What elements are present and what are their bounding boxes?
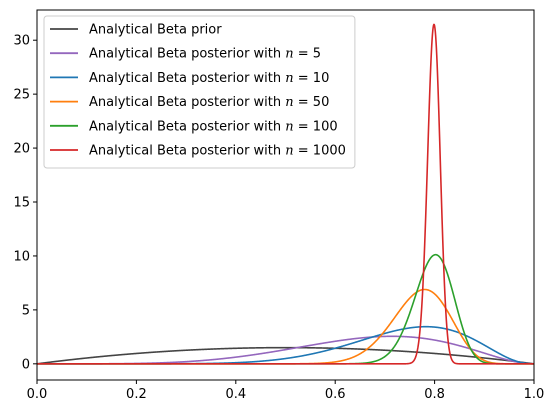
x-axis: 0.0 0.2 0.4 0.6 0.8 1.0 — [27, 380, 545, 402]
y-tick-label: 20 — [13, 142, 30, 157]
legend-label-5: Analytical Beta posterior with n = 1000 — [89, 144, 346, 159]
x-tick-label: 0.0 — [27, 387, 48, 402]
y-tick-label: 25 — [13, 88, 30, 103]
x-tick-label: 0.2 — [126, 387, 147, 402]
legend-label-2: Analytical Beta posterior with n = 10 — [89, 71, 329, 86]
y-tick-label: 30 — [13, 34, 30, 49]
x-tick-label: 0.8 — [424, 387, 445, 402]
series-line-5 — [36, 23, 535, 365]
y-tick-label: 15 — [13, 196, 30, 211]
legend-label-3: Analytical Beta posterior with n = 50 — [89, 95, 329, 110]
series-line-0 — [36, 346, 535, 365]
x-tick-label: 0.4 — [225, 387, 246, 402]
y-axis: 0 5 10 15 20 25 30 — [13, 34, 37, 372]
legend-label-1: Analytical Beta posterior with n = 5 — [89, 47, 321, 62]
legend: Analytical Beta prior Analytical Beta pos… — [43, 15, 356, 169]
legend-label-0: Analytical Beta prior — [89, 23, 222, 38]
y-tick-label: 0 — [22, 357, 30, 372]
y-tick-label: 10 — [13, 249, 30, 264]
legend-box — [43, 15, 356, 169]
y-tick-label: 5 — [22, 303, 30, 318]
legend-label-4: Analytical Beta posterior with n = 100 — [89, 119, 338, 134]
x-tick-label: 0.6 — [325, 387, 346, 402]
series-lines — [36, 23, 535, 365]
x-tick-label: 1.0 — [524, 387, 545, 402]
plot-frame — [36, 9, 535, 381]
